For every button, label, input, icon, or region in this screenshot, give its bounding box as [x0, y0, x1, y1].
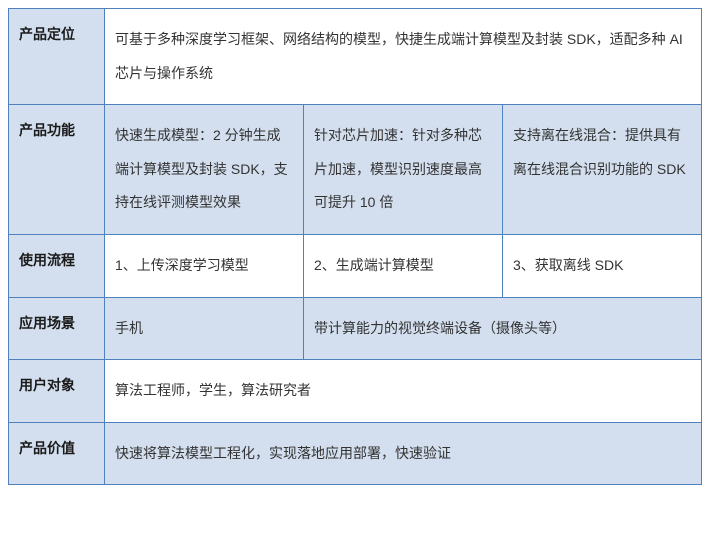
cell-value: 快速将算法模型工程化，实现落地应用部署，快速验证	[105, 422, 702, 485]
cell-users: 算法工程师，学生，算法研究者	[105, 360, 702, 423]
cell-features-1: 针对芯片加速：针对多种芯片加速，模型识别速度最高可提升 10 倍	[304, 105, 503, 235]
cell-process-2: 3、获取离线 SDK	[503, 234, 702, 297]
cell-features-2: 支持离在线混合：提供具有离在线混合识别功能的 SDK	[503, 105, 702, 235]
label-positioning: 产品定位	[9, 9, 105, 105]
row-value: 产品价值 快速将算法模型工程化，实现落地应用部署，快速验证	[9, 422, 702, 485]
cell-positioning: 可基于多种深度学习框架、网络结构的模型，快捷生成端计算模型及封装 SDK，适配多…	[105, 9, 702, 105]
cell-features-0: 快速生成模型：2 分钟生成端计算模型及封装 SDK，支持在线评测模型效果	[105, 105, 304, 235]
label-process: 使用流程	[9, 234, 105, 297]
product-info-table: 产品定位 可基于多种深度学习框架、网络结构的模型，快捷生成端计算模型及封装 SD…	[8, 8, 702, 485]
cell-scenarios-1: 带计算能力的视觉终端设备（摄像头等）	[304, 297, 702, 360]
label-scenarios: 应用场景	[9, 297, 105, 360]
row-process: 使用流程 1、上传深度学习模型 2、生成端计算模型 3、获取离线 SDK	[9, 234, 702, 297]
cell-process-0: 1、上传深度学习模型	[105, 234, 304, 297]
row-features: 产品功能 快速生成模型：2 分钟生成端计算模型及封装 SDK，支持在线评测模型效…	[9, 105, 702, 235]
row-scenarios: 应用场景 手机 带计算能力的视觉终端设备（摄像头等）	[9, 297, 702, 360]
label-features: 产品功能	[9, 105, 105, 235]
row-positioning: 产品定位 可基于多种深度学习框架、网络结构的模型，快捷生成端计算模型及封装 SD…	[9, 9, 702, 105]
label-value: 产品价值	[9, 422, 105, 485]
label-users: 用户对象	[9, 360, 105, 423]
cell-scenarios-0: 手机	[105, 297, 304, 360]
cell-process-1: 2、生成端计算模型	[304, 234, 503, 297]
row-users: 用户对象 算法工程师，学生，算法研究者	[9, 360, 702, 423]
